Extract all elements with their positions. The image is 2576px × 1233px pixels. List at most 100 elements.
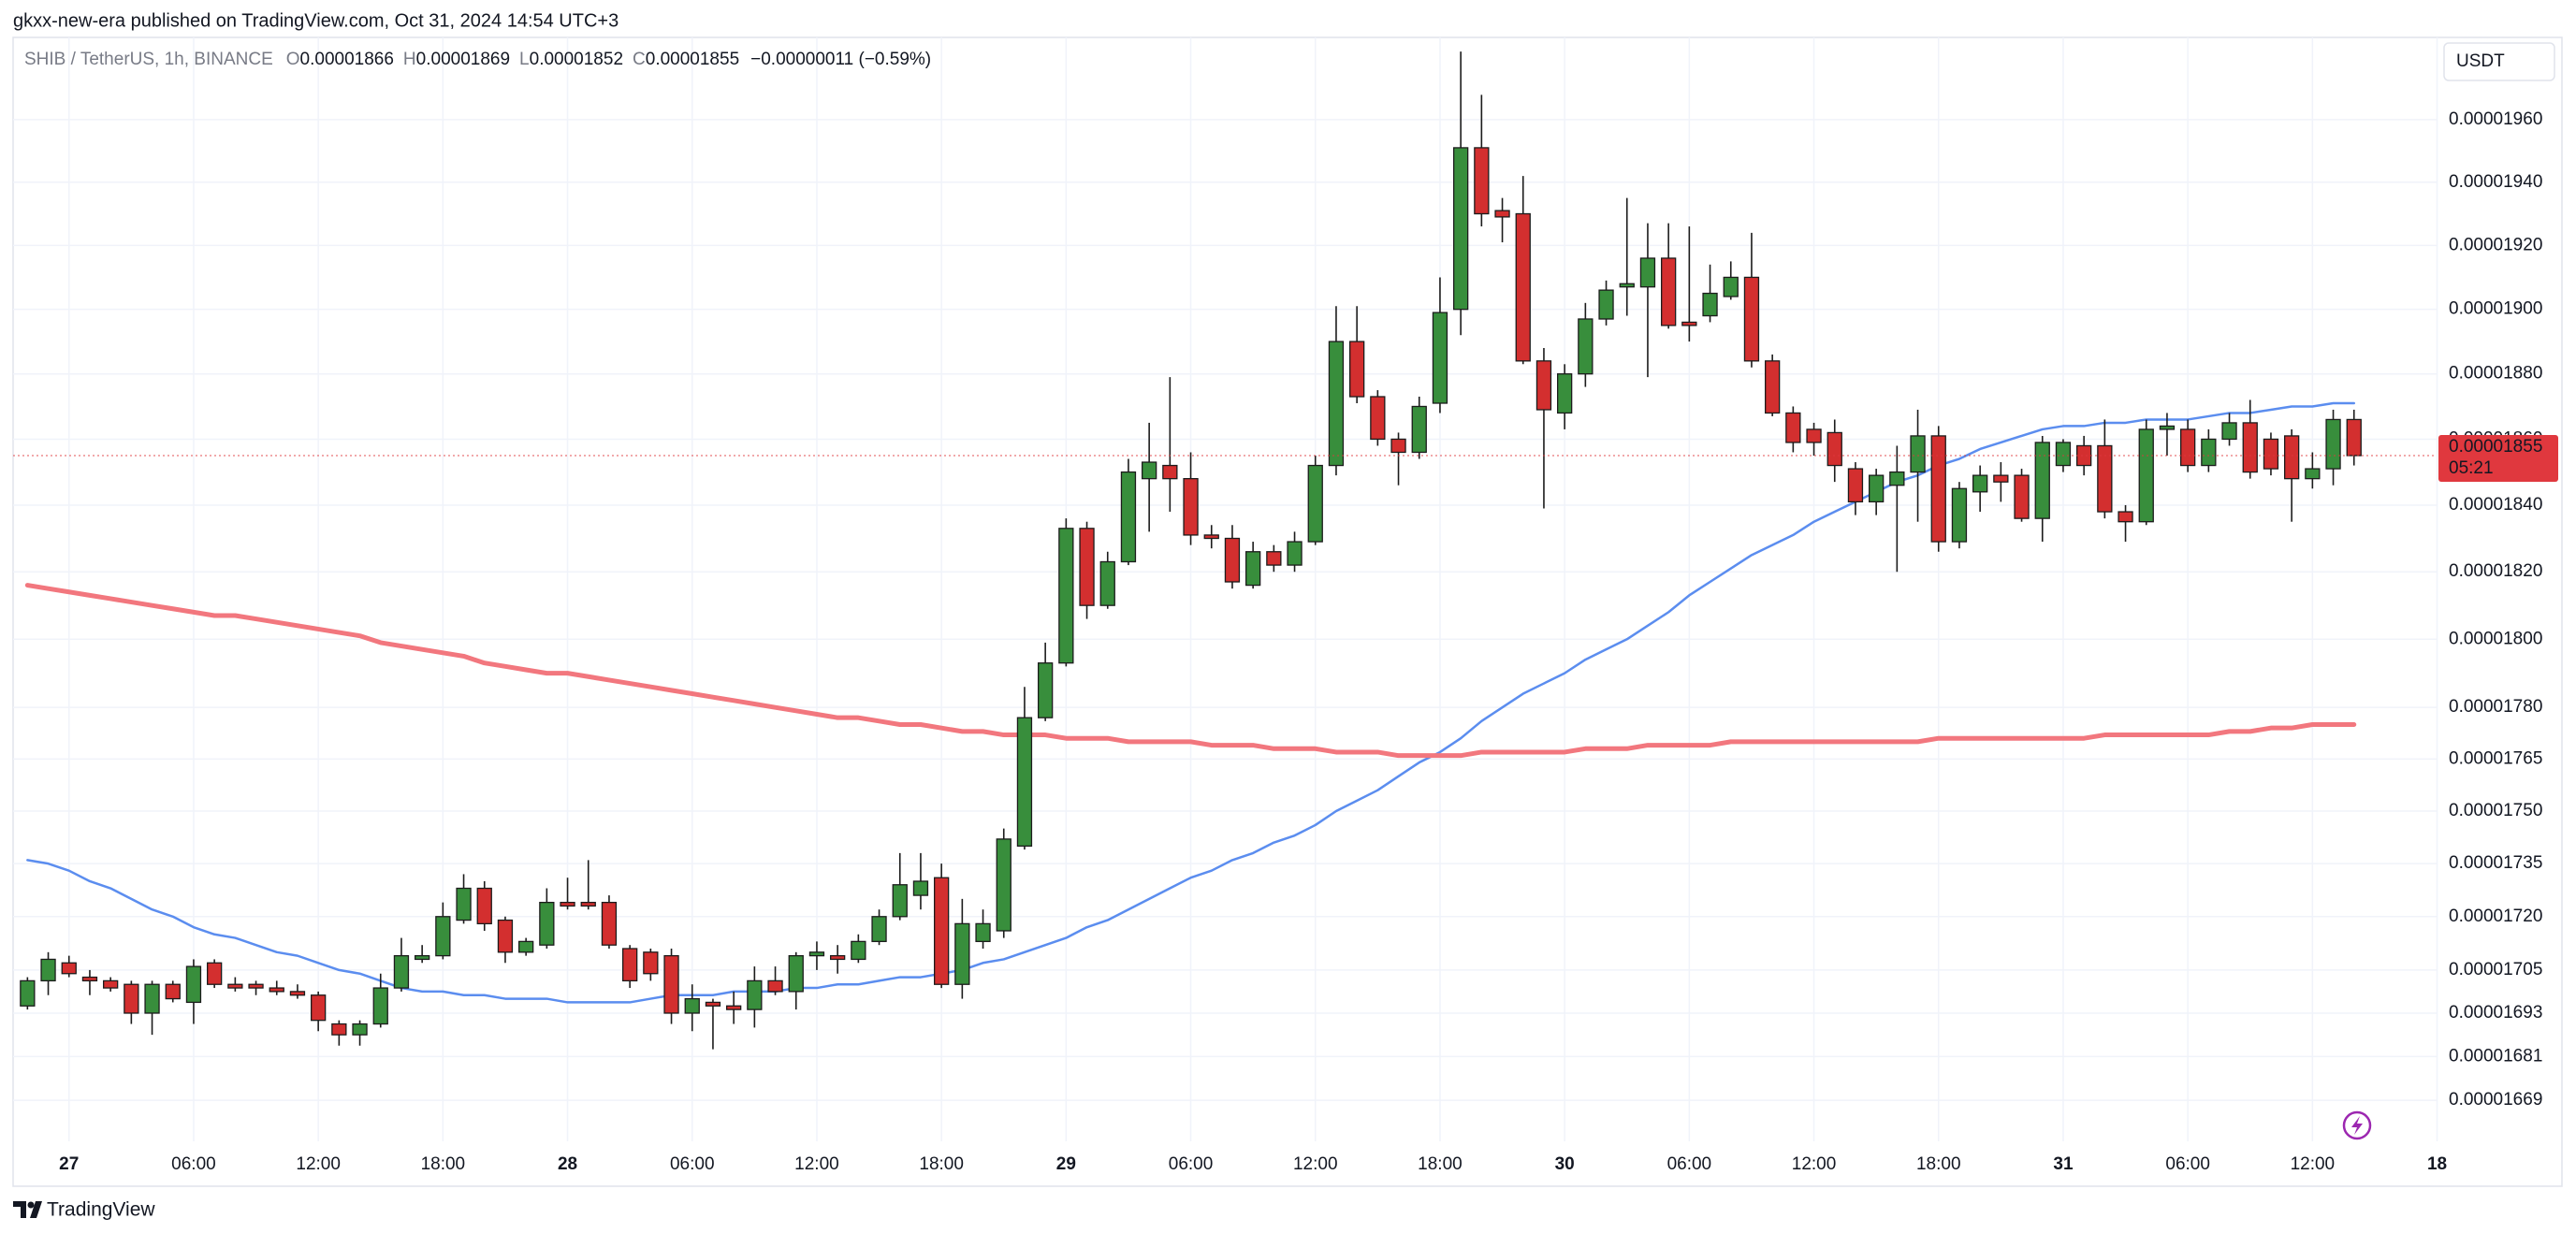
x-tick-label: 06:00: [171, 1154, 216, 1174]
x-tick-label: 12:00: [1293, 1154, 1338, 1174]
candle-body: [1411, 405, 1427, 454]
candle-body: [663, 954, 679, 1014]
candle-body: [1370, 396, 1386, 441]
candle-body: [1619, 283, 1635, 288]
candle-body: [622, 948, 638, 982]
candle-body: [871, 916, 887, 943]
candle-body: [1557, 373, 1573, 414]
candle-body: [1203, 534, 1219, 540]
y-tick-label: 0.00001880: [2449, 364, 2542, 384]
candle-body: [1702, 292, 1718, 317]
x-tick-label: 27: [59, 1154, 79, 1174]
candle-body: [1474, 147, 1490, 215]
icon-bolt[interactable]: [2351, 1116, 2363, 1135]
candle-body: [269, 987, 284, 993]
x-tick-label: 18:00: [421, 1154, 466, 1174]
candle-body: [2179, 428, 2196, 467]
candle-body: [1016, 717, 1033, 848]
candle-body: [1099, 560, 1115, 606]
candle-body: [2283, 435, 2300, 480]
candle-body: [1930, 435, 1946, 543]
x-tick-label: 06:00: [2165, 1154, 2210, 1174]
candle-body: [1806, 428, 1822, 443]
ohlc-label: C: [633, 50, 646, 69]
candle-body: [2055, 442, 2072, 467]
candle-body: [1972, 474, 1988, 493]
plot: [13, 37, 2438, 1141]
candle-body: [954, 922, 970, 985]
candle-body: [1183, 478, 1199, 536]
price-label: 0.00001855: [2449, 437, 2542, 457]
candle-body: [975, 922, 991, 943]
currency-button[interactable]: [2443, 42, 2555, 81]
countdown: 05:21: [2449, 458, 2494, 478]
candle-body: [767, 979, 783, 993]
high-value: 0.00001869: [416, 50, 510, 69]
candle-body: [1266, 551, 1282, 566]
candle-body: [1079, 528, 1095, 606]
candle-body: [1743, 276, 1760, 362]
candle-body: [747, 979, 763, 1010]
x-tick-label: 12:00: [2291, 1154, 2336, 1174]
candle-body: [1390, 438, 1406, 454]
candle-body: [1453, 147, 1469, 311]
candle-body: [310, 994, 327, 1022]
brand-logo: [13, 1201, 42, 1218]
candle-body: [1723, 276, 1739, 297]
x-tick-label: 30: [1555, 1154, 1575, 1174]
brand: TradingView: [47, 1199, 155, 1221]
candle-body: [1889, 471, 1905, 486]
candle-body: [476, 887, 492, 925]
y-tick-label: 0.00001820: [2449, 561, 2542, 581]
candle-body: [2201, 438, 2217, 467]
currency[interactable]: USDT: [2456, 51, 2505, 71]
candle-body: [1951, 487, 1968, 543]
candle-body: [289, 991, 306, 996]
x-tick-label: 18: [2427, 1154, 2447, 1174]
candle-body: [601, 901, 618, 946]
candle-body: [1578, 318, 1594, 375]
candle-body: [2346, 418, 2362, 457]
y-tick-label: 0.00001750: [2449, 801, 2542, 820]
candle-body: [1765, 360, 1781, 414]
x-tick-label: 18:00: [1916, 1154, 1961, 1174]
candle-body: [20, 979, 36, 1007]
candle-body: [1058, 528, 1074, 664]
candle-body: [1120, 471, 1137, 563]
candle-body: [2263, 438, 2279, 470]
candle-body: [1993, 474, 2009, 483]
candle-body: [185, 965, 202, 1004]
y-tick-label: 0.00001840: [2449, 495, 2542, 515]
y-tick-label: 0.00001681: [2449, 1046, 2542, 1066]
candle-body: [393, 954, 410, 989]
candle-body: [165, 983, 181, 1000]
x-tick-label: 28: [558, 1154, 577, 1174]
moving-average-line: [24, 583, 2357, 759]
icon-ring[interactable]: [2342, 1110, 2372, 1140]
candle-body: [2325, 418, 2341, 470]
candle-body: [1681, 321, 1697, 326]
candle-body: [1910, 435, 1926, 473]
candle-body: [2034, 442, 2050, 519]
candle-body: [456, 887, 472, 921]
candle-body: [1869, 474, 1885, 503]
ohlc-label: H: [403, 50, 416, 69]
legend-line: SHIB / TetherUS, 1h, BINANCE O0.00001866 H…: [24, 50, 931, 69]
candle-body: [1224, 537, 1241, 583]
x-tick-label: 12:00: [1792, 1154, 1837, 1174]
candle-body: [1349, 341, 1365, 398]
lightning-icon[interactable]: [2342, 1110, 2372, 1140]
candle-body: [2097, 444, 2113, 513]
candle-body: [1847, 468, 1864, 503]
candle-body: [1328, 341, 1345, 467]
logo-dot: [27, 1201, 35, 1209]
candle-body: [1598, 289, 1614, 320]
symbol: SHIB / TetherUS, 1h, BINANCE: [24, 50, 273, 69]
candle-body: [61, 962, 77, 975]
candle-body: [2014, 474, 2030, 519]
change: −0.00000011 (−0.59%): [750, 50, 931, 69]
candle-body: [2221, 422, 2237, 441]
